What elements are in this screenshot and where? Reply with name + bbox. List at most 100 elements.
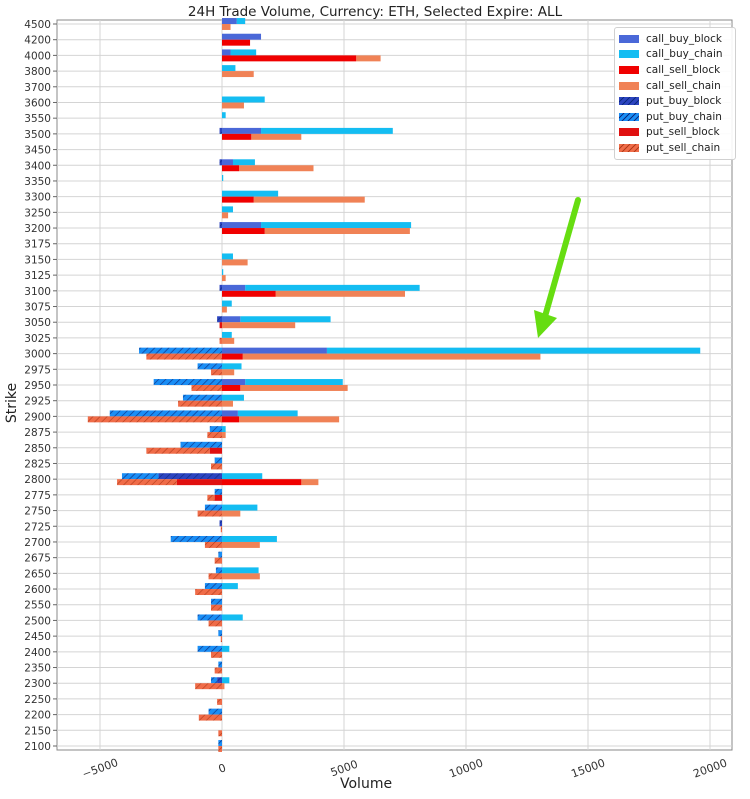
bar-put_sell_chain — [197, 510, 222, 517]
y-tick-label: 2975 — [24, 364, 51, 376]
legend-swatch-icon — [619, 81, 639, 90]
bar-put_sell_chain — [117, 479, 177, 486]
legend-item-put-sell-chain: put_sell_chain — [619, 140, 731, 156]
y-tick-label: 3050 — [24, 317, 51, 329]
bar-call_buy_block — [222, 284, 246, 291]
bar-call_buy_chain — [222, 112, 226, 119]
y-tick-label: 3600 — [24, 97, 51, 109]
bar-call_buy_chain — [222, 583, 238, 590]
y-tick-label: 2350 — [24, 663, 51, 675]
bar-put_sell_chain — [208, 620, 222, 627]
bar-put_buy_chain — [182, 394, 222, 401]
y-tick-label: 2950 — [24, 380, 51, 392]
y-tick-label: 2750 — [24, 506, 51, 518]
y-tick-label: 2850 — [24, 443, 51, 455]
bar-call_buy_block — [222, 379, 246, 385]
bar-put_sell_chain — [195, 683, 222, 690]
bar-put_sell_chain — [178, 400, 222, 407]
y-tick-label: 4500 — [24, 19, 51, 31]
bar-put_buy_chain — [218, 551, 222, 558]
y-tick-label: 2200 — [24, 710, 51, 722]
bar-put_buy_chain — [211, 598, 222, 605]
legend-swatch-icon — [619, 143, 639, 152]
bar-put_buy_block — [219, 127, 222, 134]
bar-call_buy_block — [222, 316, 241, 323]
bar-call_sell_block — [222, 479, 302, 486]
bar-call_buy_chain — [222, 473, 263, 480]
y-tick-label: 3450 — [24, 145, 51, 157]
y-tick-label: 4000 — [24, 50, 51, 62]
bar-put_buy_chain — [197, 645, 222, 652]
y-tick-label: 3125 — [24, 270, 51, 282]
legend-swatch-icon — [619, 65, 639, 74]
x-tick-label: 0 — [217, 761, 228, 776]
bar-call_buy_block — [222, 33, 262, 40]
y-tick-label: 2700 — [24, 537, 51, 549]
bar-call_sell_chain — [264, 228, 410, 235]
legend-swatch-icon — [619, 50, 639, 59]
bar-call_sell_chain — [222, 212, 229, 219]
bar-put_sell_chain — [87, 416, 222, 423]
bar-call_buy_block — [222, 49, 231, 56]
y-tick-label: 3075 — [24, 302, 51, 314]
bar-call_buy_chain — [222, 363, 242, 370]
bar-put_buy_block — [219, 284, 222, 291]
bar-call_sell_chain — [222, 275, 226, 282]
bar-put_buy_chain — [204, 583, 222, 590]
legend-item-call-buy-chain: call_buy_chain — [619, 47, 731, 63]
bar-call_buy_chain — [222, 253, 233, 260]
bar-call_sell_block — [222, 228, 265, 235]
bar-call_sell_chain — [242, 353, 541, 360]
bar-call_buy_chain — [222, 206, 233, 213]
bar-put_sell_block — [214, 494, 222, 501]
legend-item-call-buy-block: call_buy_block — [619, 31, 731, 47]
bar-put_buy_chain — [211, 677, 218, 684]
legend-label: call_buy_block — [646, 32, 722, 45]
bar-put_sell_chain — [208, 573, 222, 580]
bar-put_buy_block — [219, 520, 222, 527]
bar-call_sell_block — [222, 416, 240, 423]
bar-put_buy_chain — [109, 410, 222, 417]
bar-call_sell_chain — [222, 337, 235, 344]
y-tick-label: 3700 — [24, 82, 51, 94]
y-tick-label: 2550 — [24, 600, 51, 612]
bar-put_sell_chain — [217, 698, 222, 705]
bar-put_sell_chain — [218, 730, 222, 737]
legend-label: call_sell_chain — [646, 79, 721, 92]
bar-call_buy_chain — [230, 49, 257, 56]
y-tick-label: 3800 — [24, 66, 51, 78]
legend-label: put_buy_block — [646, 95, 722, 108]
y-tick-label: 3400 — [24, 160, 51, 172]
y-tick-label: 3175 — [24, 239, 51, 251]
bar-put_buy_chain — [218, 630, 222, 637]
chart-title: 24H Trade Volume, Currency: ETH, Selecte… — [187, 4, 563, 20]
bar-put_sell_chain — [204, 541, 222, 548]
bar-call_sell_chain — [301, 479, 319, 486]
bar-call_buy_chain — [222, 645, 230, 652]
bar-call_sell_block — [222, 385, 241, 391]
y-tick-label: 3200 — [24, 223, 51, 235]
bar-call_buy_chain — [222, 269, 224, 276]
x-tick-label: −5000 — [80, 756, 119, 781]
bar-call_buy_chain — [222, 300, 232, 307]
bar-call_buy_chain — [222, 96, 265, 103]
bar-put_sell_chain — [220, 526, 222, 533]
legend-label: put_sell_block — [646, 126, 720, 139]
bar-call_sell_block — [222, 39, 251, 46]
y-tick-label: 2250 — [24, 694, 51, 706]
bar-put_buy_chain — [121, 473, 159, 480]
bar-call_sell_block — [222, 55, 357, 62]
bar-call_sell_chain — [251, 133, 302, 140]
bar-call_buy_block — [222, 127, 262, 134]
bar-put_sell_chain — [191, 385, 222, 391]
bar-call_sell_chain — [222, 541, 260, 548]
bar-put_buy_chain — [209, 426, 222, 433]
legend-label: call_sell_block — [646, 63, 721, 76]
bar-call_buy_block — [222, 347, 327, 354]
y-tick-label: 3350 — [24, 176, 51, 188]
bar-put_buy_chain — [139, 347, 222, 354]
bar-call_sell_chain — [239, 165, 314, 172]
bar-call_sell_chain — [222, 573, 260, 580]
bar-call_buy_chain — [222, 174, 224, 181]
bar-put_buy_chain — [204, 504, 222, 511]
